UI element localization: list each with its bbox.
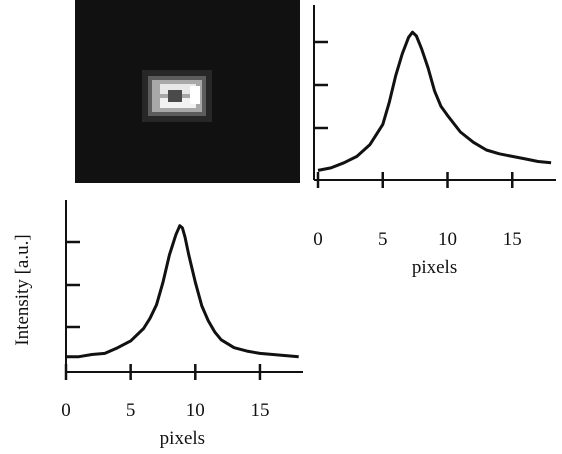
vertical-profile-axes (65, 200, 303, 373)
tick-label: 0 (61, 400, 71, 421)
vertical-profile-panel: 0 5 10 15 pixels Intensity [a.u.] (12, 200, 303, 449)
tick-label: 15 (503, 229, 522, 250)
tick-label: 10 (186, 400, 205, 421)
horizontal-profile-axes (313, 5, 556, 181)
tick-label: 10 (438, 229, 457, 250)
horizontal-profile-ticks (314, 40, 514, 188)
horizontal-profile-x-label: pixels (412, 257, 457, 278)
tick-label: 5 (126, 400, 136, 421)
vertical-profile-x-label: pixels (160, 428, 205, 449)
tick-label: 5 (378, 229, 388, 250)
horizontal-profile-tick-labels: 0 5 10 15 (313, 229, 522, 250)
spot-core-top (160, 84, 196, 94)
vertical-profile-line (66, 224, 299, 359)
spot-bright-edge (190, 86, 200, 104)
vertical-profile-ticks (64, 240, 262, 380)
horizontal-profile-panel: 0 5 10 15 pixels (313, 5, 556, 278)
vertical-profile-y-label: Intensity [a.u.] (12, 234, 33, 345)
vertical-profile-tick-labels: 0 5 10 15 (61, 400, 269, 421)
spot-core-bottom (160, 98, 196, 108)
tick-label: 0 (313, 229, 323, 250)
tick-label: 15 (250, 400, 269, 421)
horizontal-profile-line (317, 30, 552, 172)
spot-dark-center (168, 90, 182, 102)
spot-image (75, 0, 300, 183)
